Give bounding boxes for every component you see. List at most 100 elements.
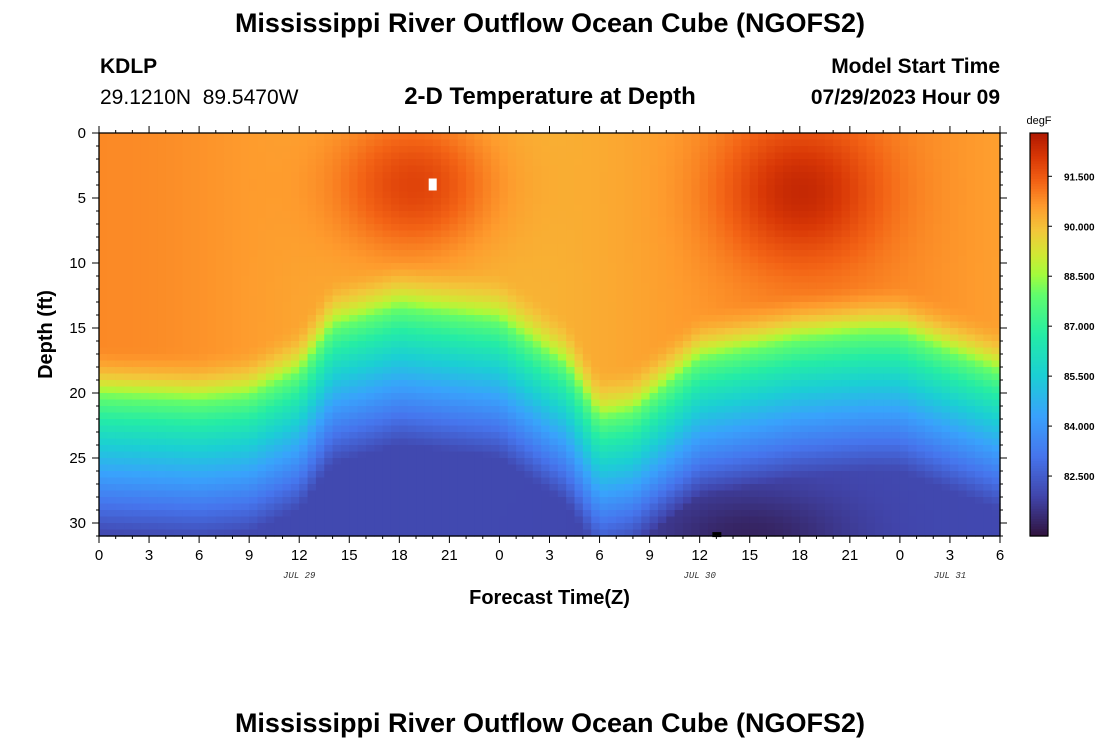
heatmap-cell	[666, 367, 676, 375]
heatmap-cell	[132, 386, 142, 394]
heatmap-cell	[390, 380, 400, 388]
heatmap-cell	[224, 191, 234, 199]
heatmap-cell	[232, 497, 242, 505]
heatmap-cell	[199, 425, 209, 433]
heatmap-cell	[632, 321, 642, 329]
heatmap-cell	[724, 347, 734, 355]
heatmap-cell	[466, 315, 476, 323]
heatmap-cell	[307, 510, 317, 518]
heatmap-cell	[190, 471, 200, 479]
heatmap-cell	[307, 230, 317, 238]
heatmap-cell	[349, 523, 359, 531]
heatmap-cell	[265, 490, 275, 498]
heatmap-cell	[708, 464, 717, 472]
heatmap-cell	[599, 159, 609, 167]
heatmap-cell	[307, 276, 317, 284]
heatmap-cell	[232, 230, 242, 238]
heatmap-cell	[491, 256, 501, 264]
heatmap-cell	[349, 204, 359, 212]
heatmap-cell	[666, 458, 676, 466]
heatmap-cell	[524, 133, 534, 141]
heatmap-cell	[199, 458, 209, 466]
heatmap-cell	[632, 269, 642, 277]
heatmap-cell	[566, 133, 576, 141]
heatmap-cell	[499, 497, 509, 505]
heatmap-cell	[716, 471, 726, 479]
heatmap-cell	[274, 308, 284, 316]
heatmap-cell	[282, 497, 292, 505]
heatmap-cell	[249, 133, 259, 141]
heatmap-cell	[390, 159, 400, 167]
heatmap-cell	[215, 217, 225, 225]
heatmap-cell	[466, 243, 476, 251]
heatmap-cell	[758, 451, 767, 459]
heatmap-cell	[733, 230, 742, 238]
heatmap-cell	[549, 328, 559, 336]
heatmap-cell	[557, 503, 567, 511]
heatmap-cell	[107, 373, 117, 381]
heatmap-cell	[182, 471, 192, 479]
heatmap-cell	[99, 185, 108, 193]
heatmap-cell	[207, 451, 217, 459]
heatmap-cell	[691, 315, 701, 323]
heatmap-cell	[149, 380, 158, 388]
heatmap-cell	[416, 217, 425, 225]
heatmap-cell	[224, 321, 234, 329]
heatmap-cell	[215, 185, 225, 193]
heatmap-cell	[682, 373, 692, 381]
heatmap-cell	[557, 399, 567, 407]
heatmap-cell	[407, 289, 417, 297]
heatmap-cell	[99, 386, 108, 394]
heatmap-cell	[549, 276, 559, 284]
heatmap-cell	[566, 477, 576, 485]
heatmap-cell	[657, 360, 667, 368]
heatmap-cell	[524, 451, 534, 459]
heatmap-cell	[432, 198, 442, 206]
heatmap-cell	[524, 263, 534, 271]
heatmap-cell	[274, 458, 284, 466]
heatmap-cell	[215, 328, 225, 336]
heatmap-cell	[507, 165, 517, 173]
heatmap-cell	[741, 289, 751, 297]
heatmap-cell	[566, 302, 576, 310]
heatmap-cell	[240, 302, 250, 310]
heatmap-cell	[557, 393, 567, 401]
heatmap-cell	[499, 198, 509, 206]
heatmap-cell	[115, 458, 125, 466]
heatmap-cell	[182, 224, 192, 232]
heatmap-cell	[299, 159, 309, 167]
heatmap-cell	[766, 230, 776, 238]
heatmap-cell	[541, 282, 551, 290]
heatmap-cell	[224, 367, 234, 375]
heatmap-cell	[315, 159, 325, 167]
heatmap-cell	[549, 412, 559, 420]
heatmap-cell	[457, 302, 467, 310]
heatmap-cell	[699, 484, 709, 492]
heatmap-cell	[591, 165, 601, 173]
heatmap-cell	[199, 191, 209, 199]
heatmap-cell	[240, 263, 250, 271]
heatmap-cell	[682, 230, 692, 238]
heatmap-cell	[240, 464, 250, 472]
heatmap-cell	[332, 276, 342, 284]
heatmap-cell	[232, 490, 242, 498]
heatmap-cell	[649, 445, 659, 453]
heatmap-cell	[324, 484, 334, 492]
heatmap-cell	[616, 269, 626, 277]
heatmap-cell	[708, 152, 717, 160]
heatmap-cell	[699, 230, 709, 238]
heatmap-cell	[557, 159, 567, 167]
heatmap-cell	[708, 308, 717, 316]
heatmap-cell	[457, 152, 467, 160]
heatmap-cell	[332, 165, 342, 173]
heatmap-cell	[649, 412, 659, 420]
heatmap-cell	[474, 334, 484, 342]
heatmap-cell	[349, 321, 359, 329]
heatmap-cell	[541, 393, 551, 401]
heatmap-cell	[140, 250, 150, 258]
heatmap-cell	[716, 393, 726, 401]
heatmap-cell	[482, 328, 492, 336]
heatmap-cell	[682, 380, 692, 388]
heatmap-cell	[215, 198, 225, 206]
heatmap-cell	[407, 230, 417, 238]
